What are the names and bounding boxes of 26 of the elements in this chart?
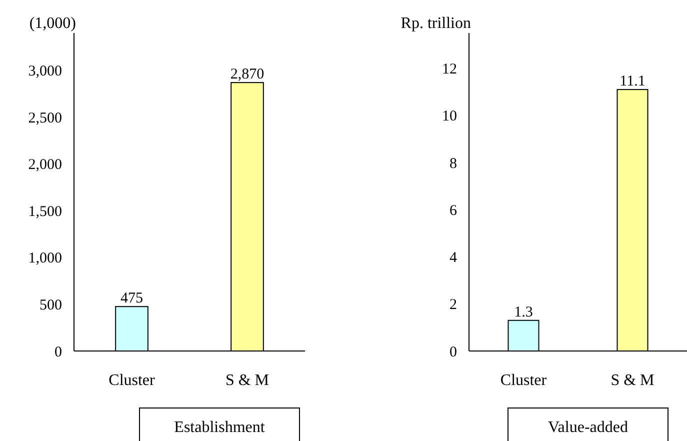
y-tick-label: 6: [450, 202, 458, 219]
data-label: 2,870: [230, 66, 264, 83]
data-label: 475: [120, 290, 143, 307]
x-tick-label: S & M: [610, 372, 654, 389]
y-tick-label: 2,500: [28, 110, 62, 126]
y-tick-label: 3,000: [28, 64, 62, 80]
data-label: 11.1: [620, 74, 646, 90]
y-tick-label: 4: [450, 250, 458, 266]
y-tick-label: 12: [442, 62, 457, 78]
x-axis-title: Value-added: [548, 419, 628, 436]
data-label: 1.3: [514, 304, 533, 320]
y-tick-label: 2,000: [28, 157, 62, 174]
y-tick-label: 10: [442, 108, 457, 125]
y-tick-label: 2: [450, 297, 457, 314]
x-tick-label: S & M: [225, 372, 270, 389]
y-tick-label: 8: [450, 156, 457, 172]
x-tick-label: Cluster: [108, 372, 156, 389]
x-axis-title: Establishment: [174, 419, 266, 436]
y-axis-title: (1,000): [29, 15, 76, 32]
y-axis-title: Rp. trillion: [400, 15, 471, 32]
y-tick-label: 0: [450, 344, 457, 360]
y-tick-label: 1,000: [28, 250, 62, 267]
x-tick-label: Cluster: [500, 372, 548, 389]
y-tick-label: 1,500: [28, 204, 62, 220]
y-tick-label: 0: [54, 344, 62, 360]
y-tick-label: 500: [40, 297, 62, 314]
